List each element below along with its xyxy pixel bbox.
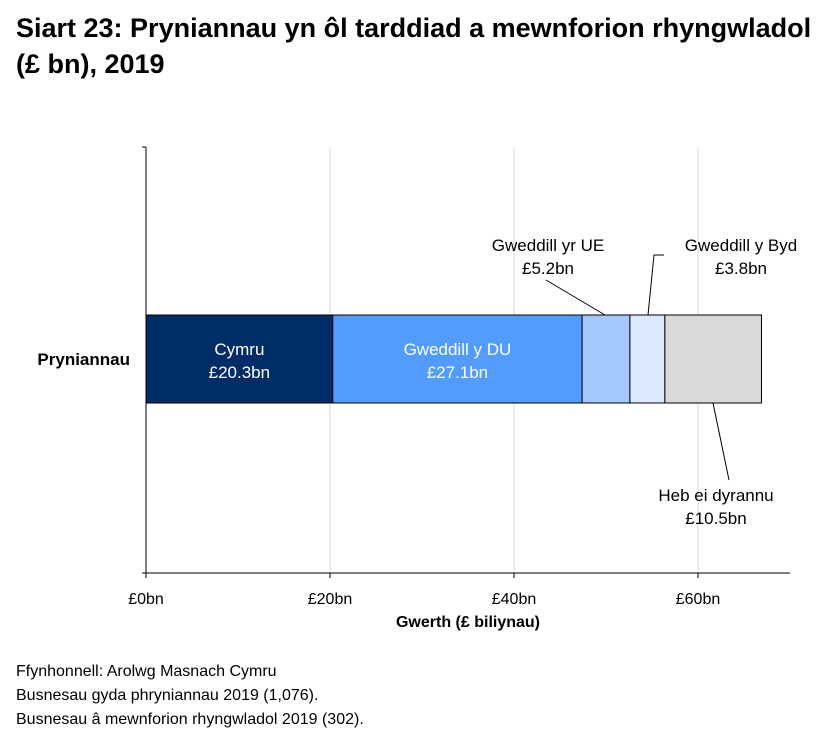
source-note: Ffynhonnell: Arolwg Masnach Cymru xyxy=(16,663,277,680)
category-label: Pryniannau xyxy=(37,350,130,369)
data-label-value: £20.3bn xyxy=(209,363,270,382)
data-label-name: Gweddill y DU xyxy=(404,340,512,359)
x-tick-label: £20bn xyxy=(308,591,353,608)
callout-label-value: £5.2bn xyxy=(522,259,574,278)
leader-line xyxy=(712,402,730,481)
leader-line xyxy=(545,279,606,316)
base-note-imports: Busnesau â mewnforion rhyngwladol 2019 (… xyxy=(16,711,364,728)
footer: Ffynhonnell: Arolwg Masnach Cymru Busnes… xyxy=(16,660,364,732)
data-label-value: £27.1bn xyxy=(427,363,488,382)
base-note-purchases: Busnesau gyda phryniannau 2019 (1,076). xyxy=(16,687,319,704)
data-label-name: Cymru xyxy=(214,340,264,359)
callout-label-name: Heb ei dyrannu xyxy=(658,486,773,505)
bar-segment xyxy=(664,314,762,404)
x-tick-label: £40bn xyxy=(492,591,537,608)
x-tick-label: £0bn xyxy=(128,591,164,608)
callout-label-name: Gweddill yr UE xyxy=(492,236,604,255)
chart-title: Siart 23: Pryniannau yn ôl tarddiad a me… xyxy=(16,13,812,79)
x-axis-title: Gwerth (£ biliynau) xyxy=(396,614,540,631)
callout-label-value: £10.5bn xyxy=(685,509,746,528)
callout-label-value: £3.8bn xyxy=(715,259,767,278)
callout-label-name: Gweddill y Byd xyxy=(685,236,797,255)
bar-segment xyxy=(629,314,666,404)
bar-segment xyxy=(332,314,583,404)
x-tick-label: £60bn xyxy=(676,591,721,608)
bar-segment xyxy=(581,314,631,404)
leader-line xyxy=(647,254,664,316)
bar-segment xyxy=(145,314,334,404)
